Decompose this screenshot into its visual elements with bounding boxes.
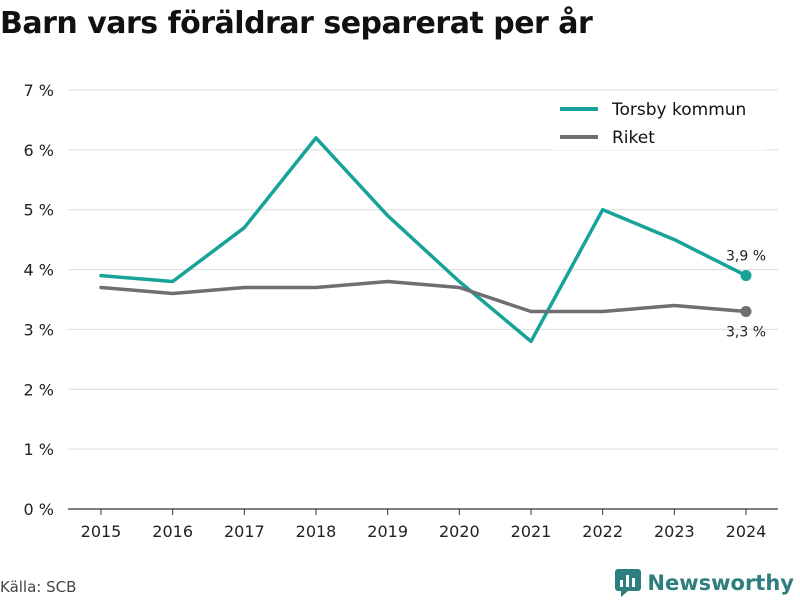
y-tick-label: 6 %	[24, 141, 54, 160]
x-tick-label: 2017	[224, 522, 265, 541]
brand-name: Newsworthy	[647, 571, 794, 595]
series-line-riket	[99, 279, 748, 314]
source-note: Källa: SCB	[0, 578, 77, 596]
brand-logo: Newsworthy	[615, 568, 794, 598]
legend-background	[552, 92, 766, 150]
x-tick-label: 2020	[439, 522, 480, 541]
x-tick-label: 2021	[511, 522, 552, 541]
x-axis: 2015 2016 2017 2018 2019 2020 2021 2022 2023 2024	[68, 508, 778, 541]
end-label-torsby: 3,9 %	[726, 249, 766, 265]
y-tick-label: 4 %	[24, 261, 54, 280]
y-tick-label: 7 %	[24, 81, 54, 100]
series-line-torsby	[99, 136, 748, 344]
series-lines	[99, 136, 752, 344]
end-labels: 3,9 % 3,3 %	[726, 249, 766, 341]
y-tick-label: 5 %	[24, 201, 54, 220]
end-point-riket	[740, 305, 752, 317]
end-point-torsby	[740, 270, 752, 282]
legend-label-torsby: Torsby kommun	[611, 100, 746, 120]
chart-title: Barn vars föräldrar separerat per år	[0, 6, 593, 41]
x-tick-label: 2019	[367, 522, 408, 541]
x-tick-label: 2015	[81, 522, 122, 541]
x-tick-label: 2016	[152, 522, 193, 541]
legend-label-riket: Riket	[612, 128, 655, 148]
x-tick-label: 2022	[582, 522, 623, 541]
x-tick-label: 2018	[296, 522, 337, 541]
y-tick-label: 3 %	[24, 320, 54, 339]
x-tick-label: 2024	[726, 522, 767, 541]
y-axis: 0 % 1 % 2 % 3 % 4 % 5 % 6 % 7 %	[24, 81, 54, 519]
legend: Torsby kommun Riket	[552, 92, 766, 150]
y-tick-label: 0 %	[24, 500, 54, 519]
x-tick-label: 2023	[654, 522, 695, 541]
y-tick-label: 2 %	[24, 380, 54, 399]
y-tick-label: 1 %	[24, 440, 54, 459]
newsworthy-logo-icon	[615, 569, 642, 597]
end-label-riket: 3,3 %	[726, 324, 766, 340]
